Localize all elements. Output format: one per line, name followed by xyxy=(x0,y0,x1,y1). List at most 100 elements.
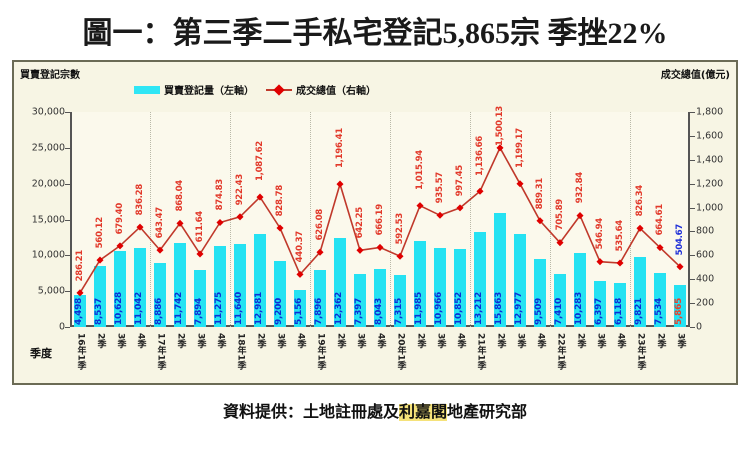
line-value-label: 664.61 xyxy=(654,204,665,236)
bar xyxy=(473,232,487,327)
footer-highlight: 利嘉閣 xyxy=(398,404,447,421)
line-value-label: 1,087.62 xyxy=(254,141,265,182)
bar xyxy=(273,261,287,327)
bar xyxy=(413,241,427,327)
chart-legend: 買賣登記量（左軸） 成交總值（右軸） xyxy=(134,82,376,97)
y-axis-tick-label: 30,000 xyxy=(31,106,65,118)
line-value-label: 932.84 xyxy=(574,172,585,204)
y2-axis-tick-label: 1,800 xyxy=(696,106,724,118)
line-value-label: 626.08 xyxy=(314,209,325,241)
line-value-label: 874.83 xyxy=(214,179,225,211)
y-axis-tick-label: 0 xyxy=(58,321,65,333)
bar xyxy=(593,281,607,327)
x-axis-tick-label: 4季 xyxy=(535,333,546,349)
y2-axis-tick xyxy=(690,112,695,113)
legend-bar-swatch-icon xyxy=(134,85,160,94)
y-axis-tick xyxy=(65,112,70,113)
y-axis-tick xyxy=(65,183,70,185)
line-value-label: 504.67 xyxy=(674,223,685,255)
bar xyxy=(493,213,507,327)
y2-axis-tick xyxy=(690,183,695,185)
x-axis-tick-label: 2季 xyxy=(575,333,586,349)
x-axis-tick-label: 2季 xyxy=(95,333,106,349)
line-value-label: 1,015.94 xyxy=(414,150,425,191)
bar xyxy=(293,290,307,327)
legend-item-bars: 買賣登記量（左軸） xyxy=(134,82,254,97)
line-value-label: 611.64 xyxy=(194,210,205,243)
y2-axis-tick xyxy=(690,303,695,305)
x-axis-tick-label: 22年1季 xyxy=(555,333,566,370)
line-value-label: 286.21 xyxy=(74,249,85,281)
page-title: 圖一：第三季二手私宅登記5,865宗 季挫22% xyxy=(82,17,668,50)
line-value-label: 868.04 xyxy=(174,180,185,212)
bar xyxy=(633,256,647,327)
x-axis-name: 季度 xyxy=(30,347,52,360)
bar xyxy=(173,242,187,327)
x-axis-tick-label: 3季 xyxy=(515,333,526,349)
y-axis-tick xyxy=(65,147,70,149)
x-axis-tick-label: 2季 xyxy=(415,333,426,349)
grid-line xyxy=(550,112,551,327)
bar xyxy=(193,270,207,327)
bar xyxy=(453,249,467,327)
y-axis-tick xyxy=(65,219,70,221)
right-axis-title: 成交總值(億元) xyxy=(660,70,730,81)
y2-axis-tick-label: 1,000 xyxy=(696,202,724,214)
y-axis-tick xyxy=(65,255,70,257)
line-value-label: 836.28 xyxy=(134,183,145,216)
legend-line-swatch-icon xyxy=(266,86,292,94)
line-value-label: 1,196.41 xyxy=(334,128,345,169)
line-value-label: 1,199.17 xyxy=(514,128,525,169)
line-value-label: 935.57 xyxy=(434,172,445,204)
x-axis-tick-label: 3季 xyxy=(675,333,686,349)
x-axis-tick-label: 17年1季 xyxy=(155,333,166,370)
y2-axis-tick xyxy=(690,159,695,161)
y-axis-tick-label: 20,000 xyxy=(31,178,65,190)
x-axis-tick-label: 4季 xyxy=(215,333,226,349)
legend-label-line: 成交總值（右軸） xyxy=(296,86,376,97)
line-value-label: 546.94 xyxy=(594,218,605,250)
x-axis-tick-label: 2季 xyxy=(655,333,666,349)
bar xyxy=(233,243,247,327)
x-axis-tick-label: 4季 xyxy=(615,333,626,349)
y2-axis-tick-label: 800 xyxy=(696,225,715,237)
x-axis-tick-label: 2季 xyxy=(255,333,266,349)
y-axis-tick-label: 5,000 xyxy=(37,285,65,297)
x-axis-tick-label: 3季 xyxy=(355,333,366,349)
bar xyxy=(353,274,367,327)
y2-axis-tick xyxy=(690,231,695,233)
line-value-label: 592.53 xyxy=(394,213,405,245)
footer-prefix: 資料提供：土地註冊處及 xyxy=(222,404,399,421)
line-value-label: 1,136.66 xyxy=(474,135,485,176)
line-value-label: 560.12 xyxy=(94,216,105,249)
x-axis-tick-label: 4季 xyxy=(135,333,146,349)
bar xyxy=(93,265,107,327)
line-value-label: 666.19 xyxy=(374,204,385,236)
x-axis-tick-label: 4季 xyxy=(455,333,466,349)
source-footer: 資料提供：土地註冊處及利嘉閣地產研究部 xyxy=(0,398,750,422)
bar xyxy=(393,274,407,327)
grid-line xyxy=(310,112,311,327)
x-axis-tick-label: 3季 xyxy=(195,333,206,349)
grid-line xyxy=(470,112,471,327)
bar xyxy=(533,258,547,327)
line-value-label: 1,500.13 xyxy=(494,106,505,147)
x-axis-tick-label: 4季 xyxy=(375,333,386,349)
bar xyxy=(313,270,327,327)
y2-axis-tick-label: 600 xyxy=(696,249,715,261)
x-axis-tick-label: 3季 xyxy=(595,333,606,349)
y2-axis-tick-label: 200 xyxy=(696,297,715,309)
bar xyxy=(433,248,447,327)
grid-line xyxy=(630,112,631,327)
y-axis-tick-label: 25,000 xyxy=(31,142,65,154)
y2-axis-tick-label: 1,600 xyxy=(696,130,724,142)
x-axis-tick-label: 19年1季 xyxy=(315,333,326,370)
x-axis-tick-label: 3季 xyxy=(275,333,286,349)
line-value-label: 705.89 xyxy=(554,199,565,231)
y2-axis-tick xyxy=(690,135,695,137)
value-line-series xyxy=(76,144,684,297)
line-value-label: 828.78 xyxy=(274,184,285,217)
grid-line xyxy=(150,112,151,327)
x-axis-tick-label: 16年1季 xyxy=(75,333,86,370)
